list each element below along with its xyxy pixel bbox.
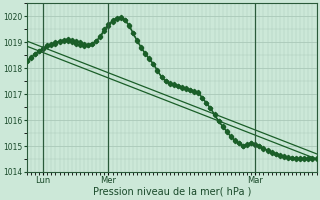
X-axis label: Pression niveau de la mer( hPa ): Pression niveau de la mer( hPa ) — [92, 187, 251, 197]
